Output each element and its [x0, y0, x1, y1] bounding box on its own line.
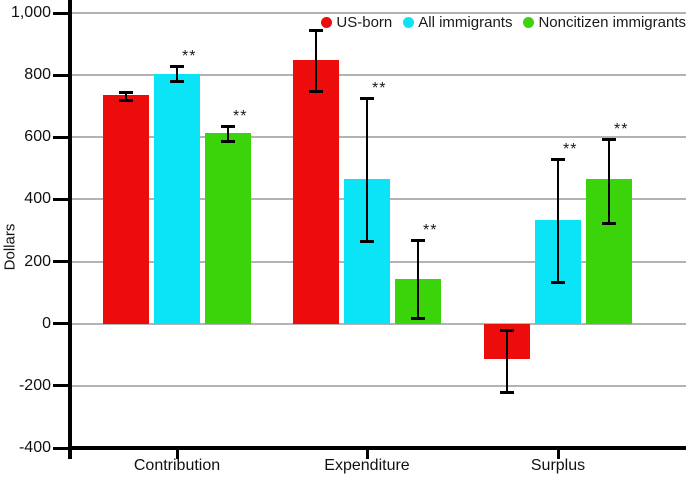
error-bar-cap-bottom [551, 281, 565, 285]
legend-color-dot-icon [321, 17, 333, 28]
bar-contribution-us-born [103, 95, 149, 324]
bar-contribution-noncitizen-immigrants [205, 133, 251, 324]
y-axis-tick-label: 600 [24, 128, 51, 146]
x-axis-tick [556, 450, 560, 459]
y-axis-tick-label: -200 [18, 376, 51, 394]
significance-marker: ** [563, 141, 578, 159]
error-bar-cap-top [602, 137, 616, 141]
error-bar-cap-bottom [500, 390, 514, 394]
significance-marker: ** [423, 222, 438, 240]
y-axis-tick-label: 1,000 [10, 4, 51, 21]
y-axis-tick [53, 446, 68, 450]
error-bar-cap-top [411, 239, 425, 243]
bar-expenditure-us-born [293, 59, 339, 324]
error-bar-stem [557, 159, 559, 284]
error-bar-cap-top [551, 158, 565, 162]
bar-contribution-all-immigrants [154, 73, 200, 324]
error-bar-cap-top [119, 90, 133, 94]
chart-legend: US-born All immigrants Noncitizen immigran… [321, 14, 686, 31]
error-bar-stem [417, 240, 419, 320]
significance-marker: ** [233, 108, 248, 126]
y-axis-tick [53, 11, 68, 15]
y-axis-tick [53, 384, 68, 388]
legend-item-us-born: US-born [321, 14, 392, 31]
y-axis-tick [53, 73, 68, 77]
legend-label: Noncitizen immigrants [538, 14, 686, 31]
y-axis-tick [53, 197, 68, 201]
error-bar-cap-bottom [602, 221, 616, 225]
error-bar-cap-top [360, 97, 374, 101]
gridline [70, 384, 686, 387]
x-axis-tick [365, 450, 369, 459]
y-axis-tick-label: 800 [24, 66, 51, 84]
y-axis-tick-label: -400 [18, 439, 51, 456]
error-bar-stem [608, 138, 610, 224]
error-bar-cap-bottom [119, 98, 133, 102]
error-bar-stem [506, 330, 508, 393]
gridline [70, 322, 686, 325]
x-axis-category-label: Expenditure [324, 457, 410, 474]
legend-label: US-born [336, 14, 393, 31]
y-axis-tick [53, 260, 68, 264]
legend-color-dot-icon [523, 17, 535, 28]
gridline [70, 12, 686, 14]
error-bar-stem [125, 91, 127, 101]
x-axis-category-label: Surplus [530, 457, 586, 474]
error-bar-cap-bottom [221, 139, 235, 143]
y-axis-tick [53, 322, 68, 326]
y-axis-tick-label: 400 [24, 190, 51, 208]
error-bar-stem [315, 30, 317, 93]
x-axis-category-label: Contribution [133, 457, 221, 474]
y-axis-tick [53, 135, 68, 139]
gridline [70, 136, 686, 139]
error-bar-cap-top [500, 329, 514, 333]
gridline [70, 74, 686, 77]
error-bar-cap-bottom [309, 90, 323, 94]
significance-marker: ** [372, 80, 387, 98]
error-bar-cap-top [309, 29, 323, 33]
x-axis-line [68, 446, 686, 450]
error-bar-stem [366, 98, 368, 243]
y-axis-tick-label: 0 [42, 314, 51, 332]
legend-item-noncitizen-immigrants: Noncitizen immigrants [523, 14, 686, 31]
error-bar-cap-bottom [360, 240, 374, 244]
error-bar-cap-top [170, 65, 184, 69]
legend-label: All immigrants [418, 14, 513, 31]
legend-color-dot-icon [403, 17, 415, 28]
legend-item-all-immigrants: All immigrants [403, 14, 512, 31]
x-axis-tick [175, 450, 179, 459]
error-bar-stem [176, 66, 178, 82]
y-axis-tick-label: 200 [24, 252, 51, 270]
significance-marker: ** [614, 120, 629, 138]
error-bar-stem [227, 126, 229, 142]
significance-marker: ** [182, 48, 197, 66]
error-bar-cap-bottom [411, 317, 425, 321]
error-bar-cap-top [221, 125, 235, 129]
error-bar-cap-bottom [170, 79, 184, 83]
y-axis-line [68, 0, 72, 459]
